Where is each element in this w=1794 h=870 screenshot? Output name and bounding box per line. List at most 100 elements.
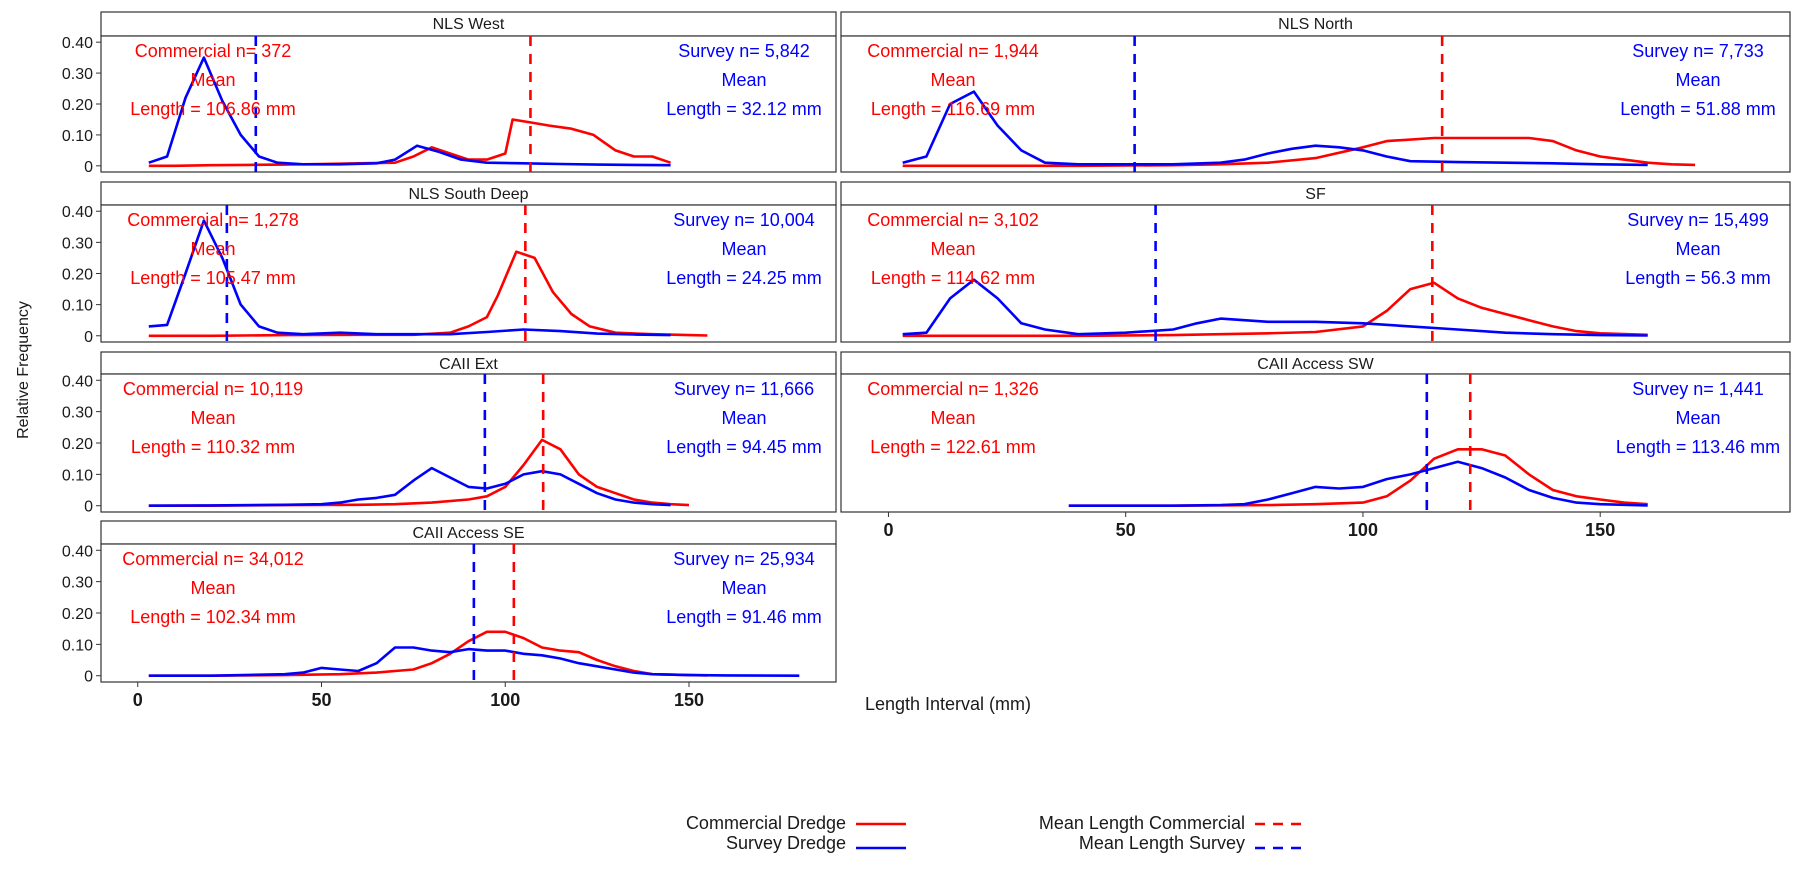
survey-n-annotation: Survey n= 25,934 [673, 549, 815, 569]
commercial-length-annotation: Length = 106.86 mm [130, 99, 296, 119]
survey-length-annotation: Length = 113.46 mm [1616, 437, 1780, 457]
survey-series-line [902, 90, 1648, 167]
commercial-mean-annotation: Mean [930, 408, 975, 428]
facet-panel [840, 35, 1791, 173]
commercial-n-annotation: Commercial n= 372 [135, 41, 292, 61]
survey-length-annotation: Length = 56.3 mm [1625, 268, 1771, 288]
y-tick-label: 0 [84, 669, 93, 686]
legend-label: Survey Dredge [726, 833, 846, 853]
facet-panel [100, 204, 837, 343]
x-tick-label: 150 [1585, 520, 1615, 540]
x-tick-label: 0 [883, 520, 893, 540]
x-tick-label: 50 [1116, 520, 1136, 540]
survey-length-annotation: Length = 91.46 mm [666, 607, 822, 627]
commercial-series-line [1068, 448, 1648, 507]
y-tick-label: 0 [84, 329, 93, 346]
commercial-length-annotation: Length = 114.62 mm [871, 268, 1035, 288]
survey-length-annotation: Length = 24.25 mm [666, 268, 822, 288]
y-tick-label: 0.40 [62, 35, 93, 52]
commercial-length-annotation: Length = 110.32 mm [131, 437, 295, 457]
survey-series-line [1068, 460, 1648, 507]
commercial-length-annotation: Length = 122.61 mm [870, 437, 1036, 457]
facet-title: SF [1305, 186, 1326, 203]
survey-n-annotation: Survey n= 15,499 [1627, 210, 1769, 230]
facet-strip [100, 11, 837, 37]
x-tick-label: 0 [133, 690, 143, 710]
commercial-series-line [148, 630, 708, 677]
survey-series-line [902, 278, 1648, 337]
x-tick-label: 150 [674, 690, 704, 710]
legend-label: Commercial Dredge [686, 813, 846, 833]
y-tick-label: 0.10 [62, 467, 93, 484]
x-axis-title: Length Interval (mm) [865, 694, 1031, 714]
survey-n-annotation: Survey n= 11,666 [674, 379, 814, 399]
survey-series-line [148, 646, 800, 677]
facet-panel [100, 373, 837, 513]
commercial-mean-annotation: Mean [930, 70, 975, 90]
survey-series-line [148, 466, 671, 507]
x-tick-label: 50 [311, 690, 331, 710]
legend-label: Mean Length Commercial [1039, 813, 1245, 833]
survey-mean-annotation: Mean [1675, 408, 1720, 428]
y-tick-label: 0.40 [62, 204, 93, 221]
x-tick-label: 100 [1348, 520, 1378, 540]
survey-n-annotation: Survey n= 5,842 [678, 41, 810, 61]
survey-length-annotation: Length = 94.45 mm [666, 437, 822, 457]
y-tick-label: 0.30 [62, 66, 93, 83]
survey-mean-annotation: Mean [1675, 239, 1720, 259]
facet-title: NLS North [1278, 16, 1353, 33]
x-tick-label: 100 [490, 690, 520, 710]
survey-mean-annotation: Mean [721, 408, 766, 428]
commercial-length-annotation: Length = 105.47 mm [130, 268, 296, 288]
y-tick-label: 0.30 [62, 235, 93, 252]
y-tick-label: 0.30 [62, 575, 93, 592]
commercial-mean-annotation: Mean [930, 239, 975, 259]
y-tick-label: 0.20 [62, 436, 93, 453]
y-tick-label: 0.30 [62, 405, 93, 422]
survey-length-annotation: Length = 32.12 mm [666, 99, 822, 119]
commercial-series-line [902, 281, 1648, 338]
facet-strip [840, 11, 1791, 37]
commercial-n-annotation: Commercial n= 3,102 [867, 210, 1039, 230]
survey-series-line [148, 219, 671, 337]
commercial-n-annotation: Commercial n= 1,944 [867, 41, 1039, 61]
commercial-series-line [148, 438, 690, 507]
commercial-n-annotation: Commercial n= 10,119 [123, 379, 303, 399]
y-tick-label: 0.40 [62, 373, 93, 390]
facet-title: CAII Access SE [412, 525, 524, 542]
survey-series-line [148, 56, 671, 167]
y-tick-label: 0 [84, 499, 93, 516]
survey-n-annotation: Survey n= 7,733 [1632, 41, 1764, 61]
survey-mean-annotation: Mean [1675, 70, 1720, 90]
facet-title: NLS South Deep [408, 186, 528, 203]
y-axis-title: Relative Frequency [15, 301, 32, 439]
survey-n-annotation: Survey n= 1,441 [1632, 379, 1764, 399]
y-tick-label: 0.20 [62, 606, 93, 623]
y-tick-label: 0 [84, 159, 93, 176]
survey-mean-annotation: Mean [721, 578, 766, 598]
commercial-mean-annotation: Mean [190, 239, 235, 259]
survey-mean-annotation: Mean [721, 70, 766, 90]
survey-mean-annotation: Mean [721, 239, 766, 259]
y-tick-label: 0.10 [62, 298, 93, 315]
facet-title: CAII Ext [439, 356, 498, 373]
facet-panel [100, 543, 837, 683]
y-tick-label: 0.10 [62, 637, 93, 654]
y-tick-label: 0.20 [62, 97, 93, 114]
commercial-length-annotation: Length = 116.69 mm [871, 99, 1035, 119]
facet-panel [840, 204, 1791, 343]
commercial-mean-annotation: Mean [190, 408, 235, 428]
commercial-n-annotation: Commercial n= 1,326 [867, 379, 1039, 399]
commercial-length-annotation: Length = 102.34 mm [130, 607, 296, 627]
commercial-n-annotation: Commercial n= 1,278 [127, 210, 299, 230]
survey-n-annotation: Survey n= 10,004 [673, 210, 815, 230]
facet-title: NLS West [433, 16, 505, 33]
commercial-mean-annotation: Mean [190, 578, 235, 598]
y-tick-label: 0.20 [62, 267, 93, 284]
survey-length-annotation: Length = 51.88 mm [1620, 99, 1776, 119]
facet-panel [840, 373, 1791, 513]
y-tick-label: 0.40 [62, 543, 93, 560]
legend-label: Mean Length Survey [1079, 833, 1245, 853]
